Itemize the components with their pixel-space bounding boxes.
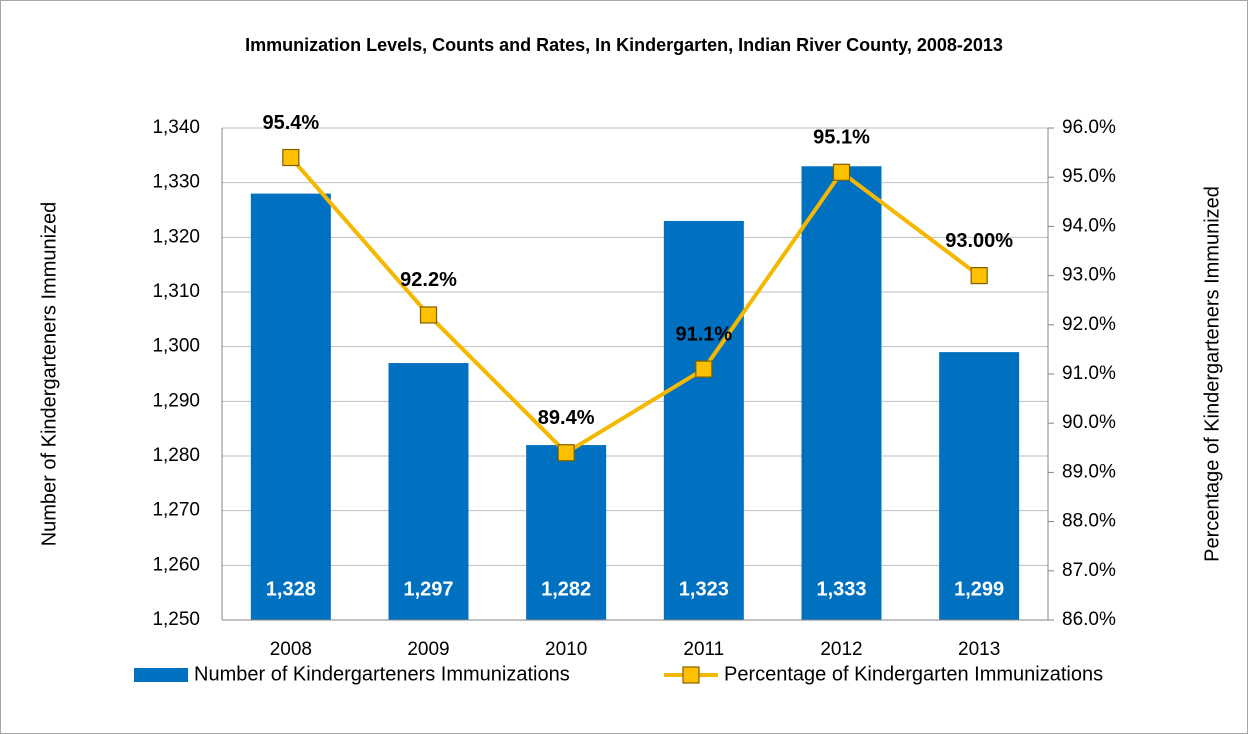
y-axis-title: Number of Kindergarteners Immunized	[38, 202, 60, 547]
legend-label: Number of Kindergarteners Immunizations	[194, 663, 570, 685]
line-value-label: 93.00%	[945, 230, 1013, 252]
line-marker	[970, 267, 988, 285]
y2-tick-label: 92.0%	[1062, 314, 1116, 335]
bar	[388, 363, 469, 620]
legend-label: Percentage of Kindergarten Immunizations	[724, 663, 1103, 685]
line-marker	[419, 306, 438, 324]
y2-tick-label: 95.0%	[1062, 166, 1116, 187]
line-value-label: 95.1%	[813, 127, 870, 149]
y2-tick-label: 88.0%	[1062, 511, 1116, 532]
bar-value-label: 1,299	[954, 578, 1004, 600]
y2-tick-label: 89.0%	[1062, 461, 1116, 482]
y2-tick-label: 96.0%	[1062, 117, 1116, 138]
bar	[526, 445, 607, 620]
bar	[801, 166, 882, 620]
y-tick-label: 1,280	[152, 445, 200, 466]
bar-value-label: 1,328	[266, 578, 316, 600]
y-tick-label: 1,330	[152, 172, 200, 193]
bar-value-label: 1,323	[679, 578, 729, 600]
bar-value-label: 1,282	[541, 578, 591, 600]
chart-title: Immunization Levels, Counts and Rates, I…	[245, 35, 1003, 55]
line-marker	[695, 360, 713, 378]
y2-axis-title: Percentage of Kindergarteners Immunized	[1201, 186, 1223, 562]
line	[289, 156, 981, 456]
x-tick-label: 2011	[683, 639, 724, 660]
line-value-label: 95.4%	[262, 112, 319, 134]
line-value-label: 92.2%	[400, 269, 457, 291]
y2-tick-label: 86.0%	[1062, 609, 1116, 630]
y2-tick-label: 90.0%	[1062, 412, 1116, 433]
y-tick-label: 1,250	[152, 609, 200, 630]
line-marker	[282, 148, 300, 167]
legend-swatch	[134, 668, 188, 682]
y2-tick-label: 91.0%	[1062, 363, 1116, 384]
y2-tick-label: 93.0%	[1062, 265, 1116, 286]
bar-value-label: 1,297	[403, 578, 453, 600]
x-tick-label: 2010	[545, 639, 587, 660]
legend-swatch	[682, 666, 700, 684]
bar	[250, 193, 331, 620]
x-tick-label: 2008	[270, 639, 312, 660]
line-marker	[557, 444, 575, 462]
y-tick-label: 1,320	[152, 226, 200, 247]
y2-tick-label: 87.0%	[1062, 560, 1116, 581]
y-tick-label: 1,310	[152, 281, 200, 302]
bar	[663, 220, 744, 620]
y-tick-label: 1,290	[152, 390, 200, 411]
x-tick-label: 2009	[407, 639, 449, 660]
line-marker	[832, 163, 851, 181]
x-tick-label: 2013	[958, 639, 1000, 660]
y-tick-label: 1,260	[152, 554, 200, 575]
line-value-label: 91.1%	[675, 323, 732, 345]
bar-value-label: 1,333	[816, 578, 866, 600]
y-tick-label: 1,300	[152, 336, 200, 357]
y-tick-label: 1,270	[152, 500, 200, 521]
y-tick-label: 1,340	[152, 117, 200, 138]
bar	[939, 352, 1020, 620]
y2-tick-label: 94.0%	[1062, 215, 1116, 236]
line-value-label: 89.4%	[538, 407, 595, 429]
x-tick-label: 2012	[820, 639, 862, 660]
